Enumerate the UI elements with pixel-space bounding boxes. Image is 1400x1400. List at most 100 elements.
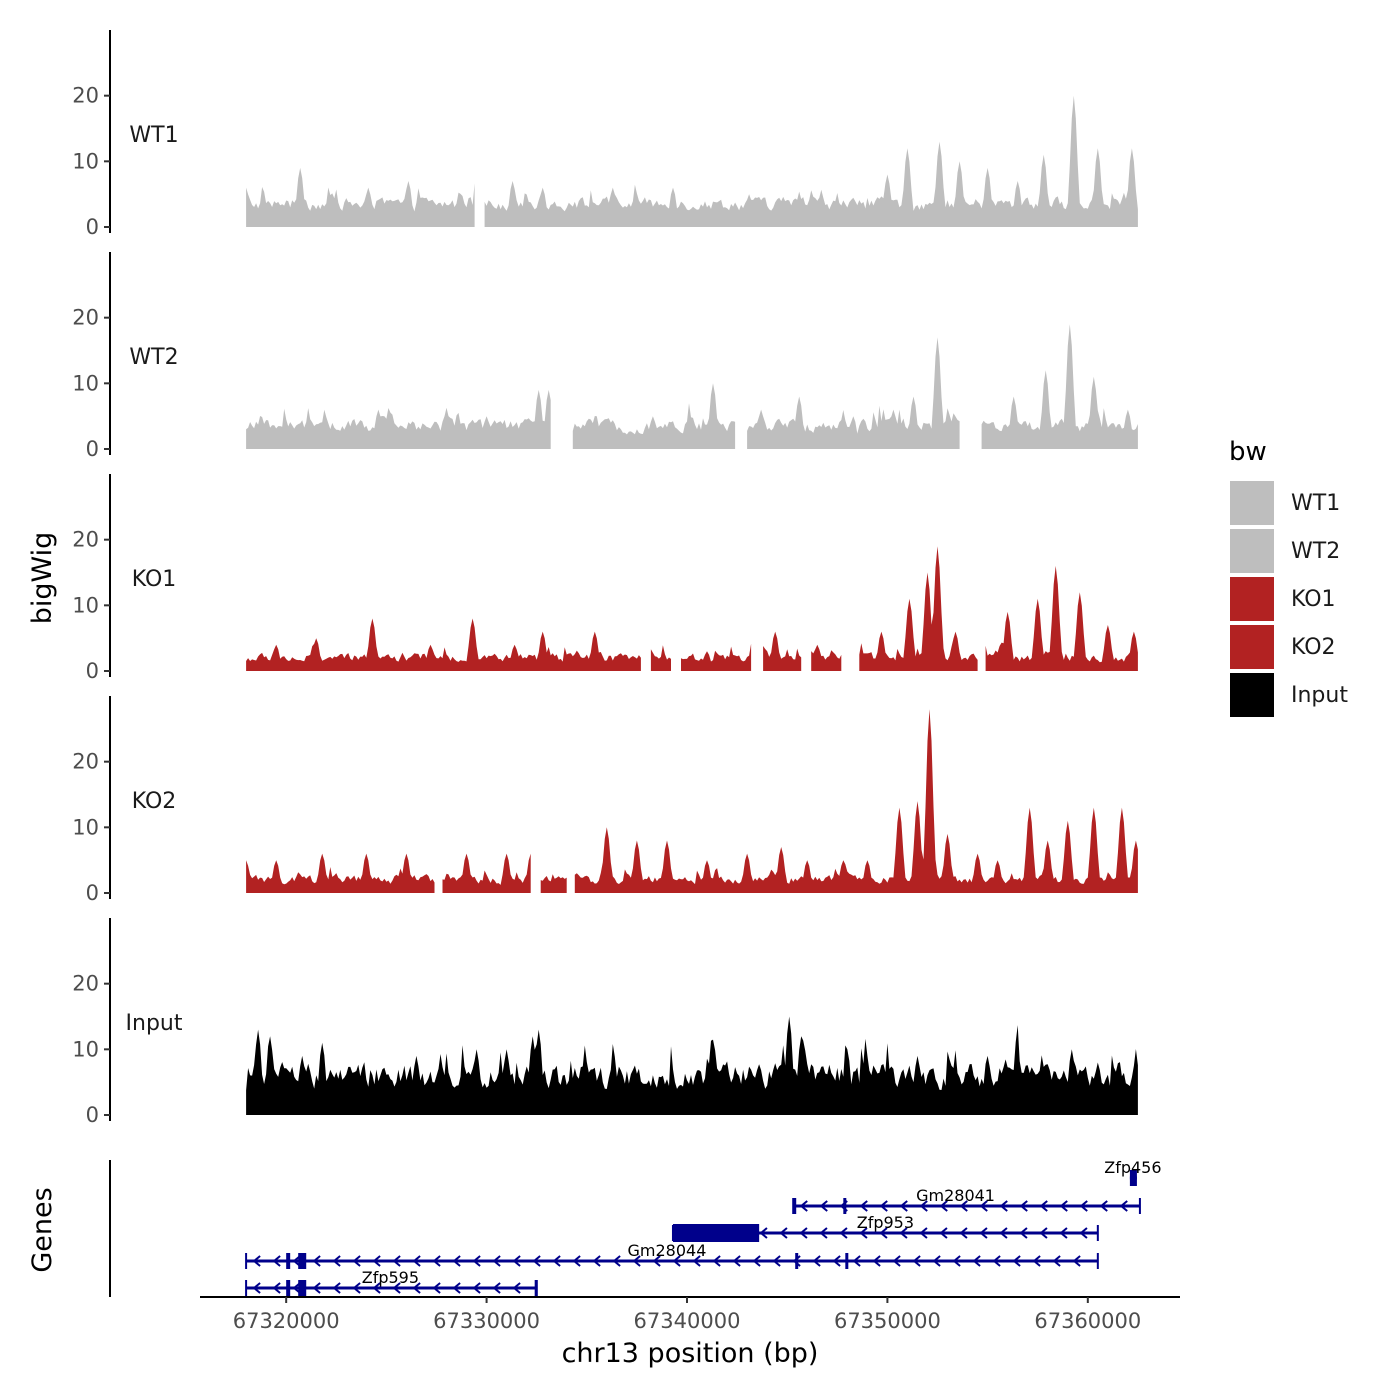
gene-label: Zfp456 <box>1104 1158 1161 1177</box>
exon <box>1129 1170 1137 1186</box>
signal-area-wt2 <box>981 324 1138 449</box>
strand-arrow <box>819 1200 828 1212</box>
strand-arrow <box>759 1227 768 1239</box>
y-tick-label: 20 <box>72 750 99 774</box>
legend-label-wt2: WT2 <box>1291 539 1340 564</box>
strand-arrow <box>452 1282 461 1294</box>
strand-arrow <box>412 1282 421 1294</box>
strand-arrow <box>1032 1255 1041 1267</box>
strand-arrow <box>959 1227 968 1239</box>
signal-area-ko1 <box>859 546 978 671</box>
strand-arrow <box>652 1255 661 1267</box>
x-tick-label: 67360000 <box>1034 1309 1141 1333</box>
gene-zfp953: Zfp953 <box>671 1213 1099 1242</box>
strand-arrow <box>919 1227 928 1239</box>
strand-arrow <box>1019 1227 1028 1239</box>
strand-arrow <box>879 1227 888 1239</box>
strand-arrow <box>452 1255 461 1267</box>
signal-area-ko2 <box>574 709 1138 893</box>
track-label: KO1 <box>132 567 177 592</box>
strand-arrow <box>752 1255 761 1267</box>
track-ko1: 0 10 20 KO1 <box>72 474 1138 683</box>
exon <box>298 1280 307 1296</box>
strand-arrow <box>372 1255 381 1267</box>
exon <box>793 1198 797 1214</box>
strand-arrow <box>979 1200 988 1212</box>
signal-area-input <box>246 1016 1138 1115</box>
strand-arrow <box>272 1255 281 1267</box>
strand-arrow <box>432 1255 441 1267</box>
genes-track-title: Genes <box>27 1187 58 1272</box>
strand-arrow <box>312 1255 321 1267</box>
x-tick-label: 67340000 <box>634 1309 741 1333</box>
strand-arrow <box>432 1282 441 1294</box>
strand-arrow <box>672 1255 681 1267</box>
strand-arrow <box>392 1282 401 1294</box>
strand-arrow <box>939 1200 948 1212</box>
y-tick-label: 0 <box>86 437 99 461</box>
strand-arrow <box>472 1255 481 1267</box>
x-tick-label: 67350000 <box>834 1309 941 1333</box>
gene-gm28044: Gm28044 <box>245 1241 1099 1269</box>
strand-arrow <box>852 1255 861 1267</box>
gene-label: Gm28044 <box>628 1241 707 1260</box>
x-axis: 67320000 67330000 67340000 67350000 67360000 <box>200 1296 1180 1333</box>
strand-arrow <box>512 1282 521 1294</box>
track-ko2: 0 10 20 KO2 <box>72 696 1138 905</box>
track-label: KO2 <box>132 789 177 814</box>
strand-arrow <box>732 1255 741 1267</box>
gene-zfp595: Zfp595 <box>245 1268 538 1296</box>
y-tick-label: 10 <box>72 815 99 839</box>
gene-gm28041: Gm28041 <box>792 1186 1141 1214</box>
gene-zfp456: Zfp456 <box>1104 1158 1162 1186</box>
exon <box>672 1224 760 1242</box>
strand-arrow <box>252 1282 261 1294</box>
strand-arrow <box>332 1282 341 1294</box>
exon <box>286 1253 291 1269</box>
strand-arrow <box>552 1255 561 1267</box>
y-tick-label: 0 <box>86 659 99 683</box>
exon <box>795 1253 799 1269</box>
strand-arrow <box>1039 1227 1048 1239</box>
strand-arrow <box>692 1255 701 1267</box>
signal-area-ko2 <box>442 853 531 893</box>
legend-swatch-ko2 <box>1228 623 1276 671</box>
strand-arrow <box>999 1227 1008 1239</box>
strand-arrow <box>472 1282 481 1294</box>
strand-arrow <box>952 1255 961 1267</box>
signal-area-ko1 <box>246 618 641 671</box>
signal-area-ko1 <box>763 631 802 671</box>
exon <box>298 1253 307 1269</box>
signal-area-ko1 <box>811 644 842 671</box>
strand-arrow <box>812 1255 821 1267</box>
track-wt1: 0 10 20 WT1 <box>72 30 1138 239</box>
track-input: 0 10 20 Input <box>72 918 1138 1127</box>
y-tick-label: 0 <box>86 215 99 239</box>
strand-arrow <box>859 1200 868 1212</box>
strand-arrow <box>712 1255 721 1267</box>
strand-arrow <box>352 1255 361 1267</box>
y-tick-label: 20 <box>72 972 99 996</box>
strand-arrow <box>899 1200 908 1212</box>
strand-arrow <box>392 1255 401 1267</box>
y-tick-label: 10 <box>72 371 99 395</box>
x-tick-label: 67320000 <box>233 1309 340 1333</box>
strand-arrow <box>612 1255 621 1267</box>
signal-area-wt2 <box>246 389 551 449</box>
strand-arrow <box>312 1282 321 1294</box>
strand-arrow <box>572 1255 581 1267</box>
gene-label: Zfp953 <box>857 1213 914 1232</box>
legend-label-input: Input <box>1291 683 1348 708</box>
exon <box>843 1198 847 1214</box>
strand-arrow <box>939 1227 948 1239</box>
y-tick-label: 10 <box>72 149 99 173</box>
strand-arrow <box>512 1255 521 1267</box>
signal-area-ko2 <box>246 853 435 893</box>
legend-swatch-ko1 <box>1228 575 1276 623</box>
strand-arrow <box>1099 1200 1108 1212</box>
strand-arrow <box>879 1200 888 1212</box>
exon <box>845 1253 849 1269</box>
strand-arrow <box>959 1200 968 1212</box>
strand-arrow <box>1072 1255 1081 1267</box>
strand-arrow <box>819 1227 828 1239</box>
